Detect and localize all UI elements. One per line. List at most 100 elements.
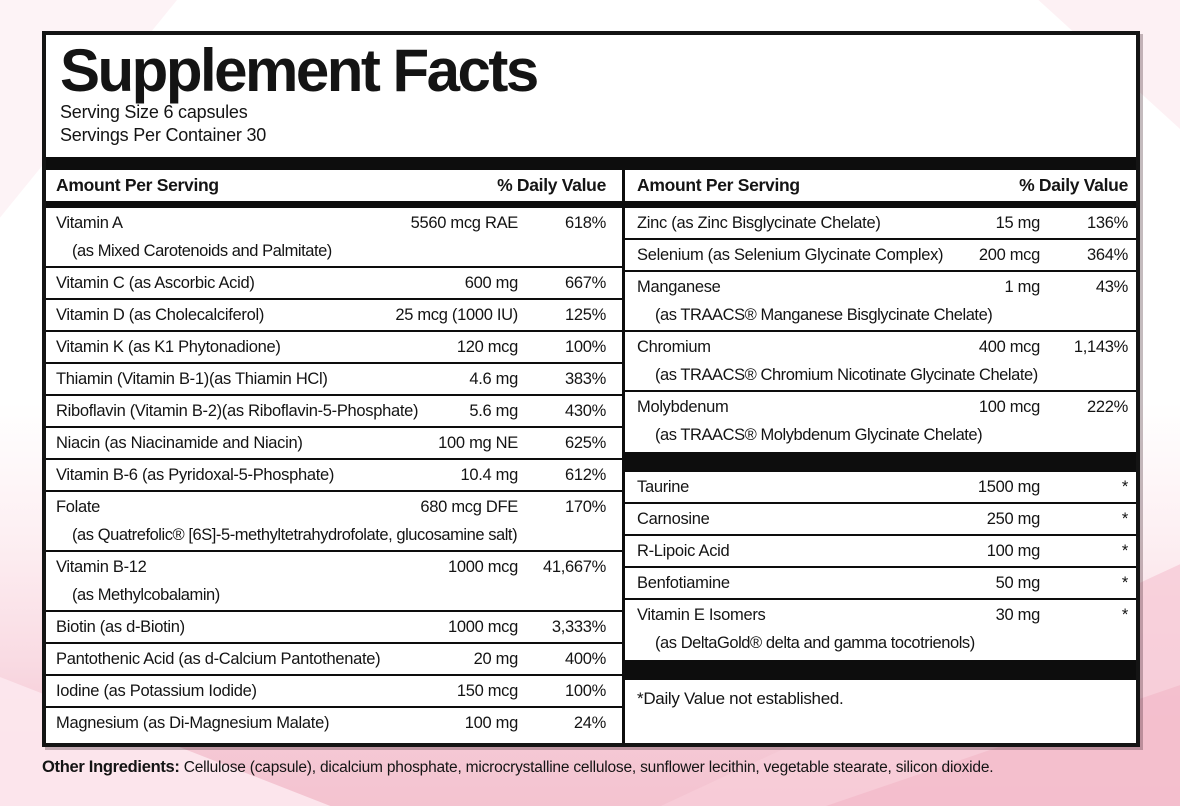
nutrient-daily-value: 618% <box>564 214 606 233</box>
nutrient-row-selenium: Selenium (as Selenium Glycinate Complex)… <box>625 238 1136 270</box>
nutrient-daily-value: * <box>1121 606 1128 625</box>
nutrient-daily-value: 100% <box>564 682 606 701</box>
right-column-header: Amount Per Serving % Daily Value <box>625 170 1136 201</box>
section-divider-bar <box>625 660 1136 681</box>
left-column-header: Amount Per Serving % Daily Value <box>46 170 622 201</box>
nutrient-name: Vitamin E Isomers <box>637 606 766 625</box>
servings-per-container: Servings Per Container 30 <box>60 125 267 146</box>
nutrient-name: Vitamin B-12 <box>56 558 147 577</box>
nutrient-name: Chromium <box>637 338 711 357</box>
right-column: Amount Per Serving % Daily Value Zinc (a… <box>625 170 1136 743</box>
nutrient-name: Vitamin A <box>56 214 123 233</box>
nutrient-daily-value: 625% <box>564 434 606 453</box>
nutrient-row-folate: Folate 680 mcg DFE 170% (as Quatrefolic®… <box>46 490 622 550</box>
nutrient-daily-value: 125% <box>564 306 606 325</box>
nutrient-amount: 680 mcg DFE <box>420 498 518 517</box>
nutrient-row-thiamin: Thiamin (Vitamin B-1)(as Thiamin HCl) 4.… <box>46 362 622 394</box>
nutrient-name: Niacin (as Niacinamide and Niacin) <box>56 434 303 453</box>
nutrient-row-vitamin-k: Vitamin K (as K1 Phytonadione) 120 mcg 1… <box>46 330 622 362</box>
nutrient-row-chromium: Chromium 400 mcg 1,143% (as TRAACS® Chro… <box>625 330 1136 390</box>
nutrient-name: Riboflavin (Vitamin B-2)(as Riboflavin-5… <box>56 402 419 421</box>
nutrient-row-niacin: Niacin (as Niacinamide and Niacin) 100 m… <box>46 426 622 458</box>
nutrient-name: Pantothenic Acid (as d-Calcium Pantothen… <box>56 650 381 669</box>
panel-title: Supplement Facts <box>60 37 539 104</box>
nutrient-amount: 120 mcg <box>456 338 518 357</box>
divider-bar-medium <box>625 201 1136 209</box>
nutrient-amount: 150 mcg <box>456 682 518 701</box>
nutrient-amount: 5.6 mg <box>469 402 518 421</box>
nutrient-daily-value: 430% <box>564 402 606 421</box>
nutrient-daily-value: 41,667% <box>542 558 606 577</box>
daily-value-footnote: *Daily Value not established. <box>637 689 844 709</box>
nutrient-row-carnosine: Carnosine 250 mg * <box>625 502 1136 534</box>
nutrient-row-vitamin-d: Vitamin D (as Cholecalciferol) 25 mcg (1… <box>46 298 622 330</box>
nutrient-row-vitamin-a: Vitamin A 5560 mcg RAE 618% (as Mixed Ca… <box>46 208 622 266</box>
nutrient-source: (as TRAACS® Molybdenum Glycinate Chelate… <box>655 426 983 445</box>
nutrient-name: Molybdenum <box>637 398 729 417</box>
nutrient-daily-value: * <box>1121 478 1128 497</box>
divider-bar-medium <box>46 201 622 209</box>
panel-header: Supplement Facts Serving Size 6 capsules… <box>46 35 1136 157</box>
nutrient-row-manganese: Manganese 1 mg 43% (as TRAACS® Manganese… <box>625 270 1136 330</box>
other-ingredients-text: Cellulose (capsule), dicalcium phosphate… <box>179 759 994 776</box>
nutrient-row-iodine: Iodine (as Potassium Iodide) 150 mcg 100… <box>46 674 622 706</box>
nutrient-amount: 250 mg <box>986 510 1041 529</box>
nutrient-daily-value: 136% <box>1086 214 1128 233</box>
nutrient-name: Vitamin B-6 (as Pyridoxal-5-Phosphate) <box>56 466 335 485</box>
nutrient-amount: 1 mg <box>1004 278 1041 297</box>
columns-container: Amount Per Serving % Daily Value Vitamin… <box>46 170 1136 743</box>
nutrient-amount: 100 mg <box>464 714 519 733</box>
nutrient-name: Carnosine <box>637 510 710 529</box>
nutrient-amount: 15 mg <box>995 214 1041 233</box>
nutrient-amount: 50 mg <box>995 574 1041 593</box>
nutrient-name: Folate <box>56 498 101 517</box>
daily-value-header: % Daily Value <box>1019 175 1128 196</box>
nutrient-daily-value: 400% <box>564 650 606 669</box>
nutrient-row-vitamin-b6: Vitamin B-6 (as Pyridoxal-5-Phosphate) 1… <box>46 458 622 490</box>
nutrient-amount: 200 mcg <box>978 246 1040 265</box>
nutrient-source: (as DeltaGold® delta and gamma tocotrien… <box>655 634 975 653</box>
nutrient-daily-value: 667% <box>564 274 606 293</box>
nutrient-source: (as TRAACS® Manganese Bisglycinate Chela… <box>655 306 993 325</box>
nutrient-amount: 20 mg <box>473 650 519 669</box>
nutrient-amount: 1500 mg <box>977 478 1040 497</box>
serving-size: Serving Size 6 capsules <box>60 102 248 123</box>
nutrient-row-r-lipoic-acid: R-Lipoic Acid 100 mg * <box>625 534 1136 566</box>
nutrient-amount: 100 mg NE <box>438 434 518 453</box>
supplement-facts-panel: Supplement Facts Serving Size 6 capsules… <box>42 31 1140 747</box>
nutrient-daily-value: * <box>1121 574 1128 593</box>
nutrient-daily-value: * <box>1121 542 1128 561</box>
nutrient-name: Vitamin K (as K1 Phytonadione) <box>56 338 281 357</box>
nutrient-name: Selenium (as Selenium Glycinate Complex) <box>637 246 944 265</box>
nutrient-amount: 600 mg <box>464 274 519 293</box>
nutrient-daily-value: 222% <box>1086 398 1128 417</box>
nutrient-amount: 400 mcg <box>978 338 1040 357</box>
nutrient-daily-value: 170% <box>564 498 606 517</box>
nutrient-row-taurine: Taurine 1500 mg * <box>625 472 1136 502</box>
nutrient-amount: 30 mg <box>995 606 1041 625</box>
nutrient-daily-value: 612% <box>564 466 606 485</box>
nutrient-row-vitamin-e-isomers: Vitamin E Isomers 30 mg * (as DeltaGold®… <box>625 598 1136 658</box>
nutrient-name: Benfotiamine <box>637 574 730 593</box>
nutrient-row-molybdenum: Molybdenum 100 mcg 222% (as TRAACS® Moly… <box>625 390 1136 450</box>
nutrient-source: (as Mixed Carotenoids and Palmitate) <box>72 242 332 261</box>
nutrient-daily-value: 383% <box>564 370 606 389</box>
nutrient-source: (as Methylcobalamin) <box>72 586 220 605</box>
nutrient-amount: 10.4 mg <box>460 466 518 485</box>
nutrient-row-zinc: Zinc (as Zinc Bisglycinate Chelate) 15 m… <box>625 208 1136 238</box>
nutrient-name: Magnesium (as Di-Magnesium Malate) <box>56 714 330 733</box>
nutrient-amount: 1000 mcg <box>447 618 518 637</box>
nutrient-row-pantothenic-acid: Pantothenic Acid (as d-Calcium Pantothen… <box>46 642 622 674</box>
nutrient-daily-value: 100% <box>564 338 606 357</box>
nutrient-daily-value: 364% <box>1086 246 1128 265</box>
nutrient-source: (as TRAACS® Chromium Nicotinate Glycinat… <box>655 366 1038 385</box>
nutrient-name: R-Lipoic Acid <box>637 542 730 561</box>
nutrient-source: (as Quatrefolic® [6S]-5-methyltetrahydro… <box>72 526 518 545</box>
nutrient-row-vitamin-b12: Vitamin B-12 1000 mcg 41,667% (as Methyl… <box>46 550 622 610</box>
nutrient-row-riboflavin: Riboflavin (Vitamin B-2)(as Riboflavin-5… <box>46 394 622 426</box>
amount-per-serving-header: Amount Per Serving <box>56 175 219 196</box>
nutrient-row-vitamin-c: Vitamin C (as Ascorbic Acid) 600 mg 667% <box>46 266 622 298</box>
nutrient-name: Biotin (as d-Biotin) <box>56 618 185 637</box>
left-column: Amount Per Serving % Daily Value Vitamin… <box>46 170 622 743</box>
nutrient-daily-value: 1,143% <box>1073 338 1128 357</box>
